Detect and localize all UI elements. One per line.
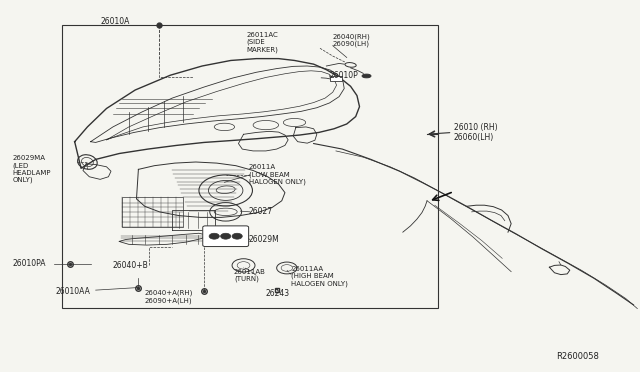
Text: R2600058: R2600058 — [556, 352, 598, 361]
Text: 26040(RH)
26090(LH): 26040(RH) 26090(LH) — [333, 33, 371, 47]
Ellipse shape — [362, 74, 371, 78]
Text: 26011AB
(TURN): 26011AB (TURN) — [234, 269, 266, 282]
Bar — [122, 197, 183, 227]
Text: 26027: 26027 — [248, 207, 273, 217]
Text: 26010 (RH)
26060(LH): 26010 (RH) 26060(LH) — [454, 123, 497, 142]
Text: 26011AA
(HIGH BEAM
HALOGEN ONLY): 26011AA (HIGH BEAM HALOGEN ONLY) — [291, 266, 348, 287]
Text: 26010PA: 26010PA — [13, 259, 46, 268]
Text: 26010AA: 26010AA — [56, 287, 90, 296]
Text: 26010A: 26010A — [100, 17, 129, 26]
Text: 26011A
(LOW BEAM
HALOGEN ONLY): 26011A (LOW BEAM HALOGEN ONLY) — [248, 164, 305, 185]
Bar — [62, 25, 438, 308]
Text: 26010P: 26010P — [330, 71, 358, 80]
Bar — [330, 76, 342, 81]
Text: 26029MA
(LED
HEADLAMP
ONLY): 26029MA (LED HEADLAMP ONLY) — [13, 155, 51, 183]
Text: 26029M: 26029M — [248, 235, 280, 244]
Text: 26011AC
(SIDE
MARKER): 26011AC (SIDE MARKER) — [246, 32, 278, 52]
Circle shape — [232, 233, 243, 239]
Text: 26040+A(RH)
26090+A(LH): 26040+A(RH) 26090+A(LH) — [145, 290, 193, 304]
Circle shape — [221, 233, 231, 239]
Circle shape — [209, 233, 220, 239]
Text: 26243: 26243 — [266, 289, 290, 298]
Text: 26040+B: 26040+B — [113, 261, 148, 270]
FancyBboxPatch shape — [203, 226, 248, 247]
